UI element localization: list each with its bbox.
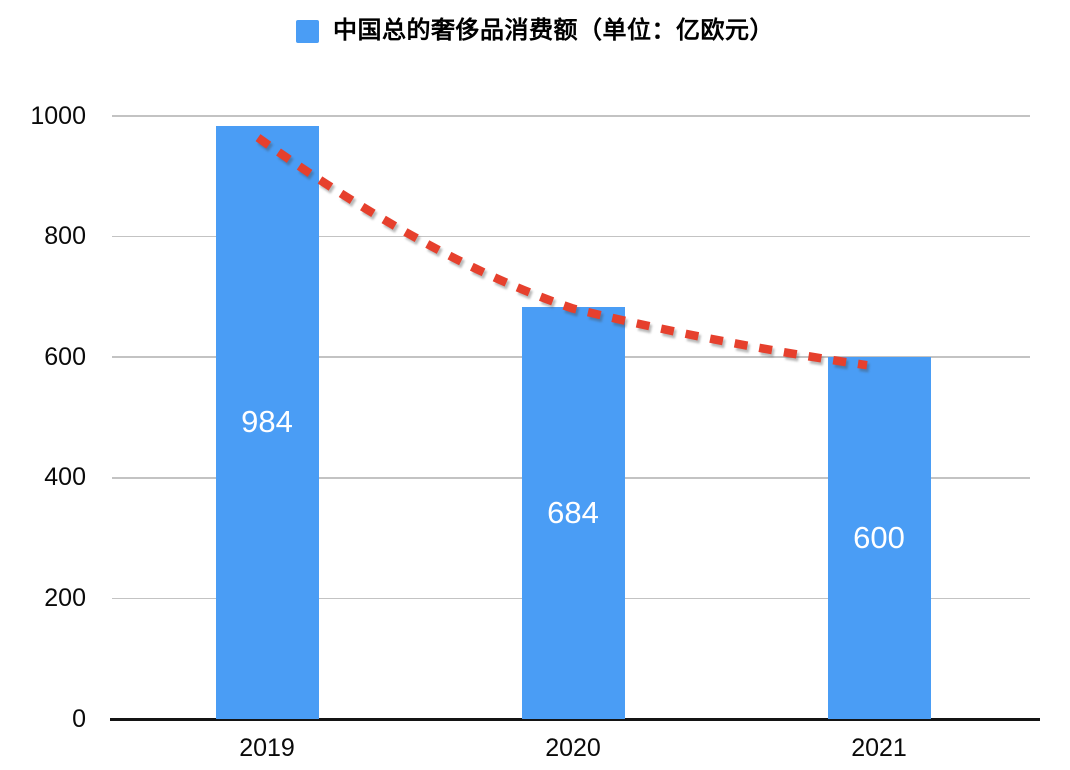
y-axis-tick-600: 600 <box>44 342 86 371</box>
y-axis-tick-200: 200 <box>44 583 86 612</box>
bar-value-label-2019: 984 <box>241 404 293 440</box>
legend-label: 中国总的奢侈品消费额（单位：亿欧元） <box>333 17 774 44</box>
bar-2021 <box>827 357 931 719</box>
y-axis-tick-1000: 1000 <box>30 101 86 130</box>
bar-value-label-2021: 600 <box>853 520 905 556</box>
x-axis-tick-2019: 2019 <box>239 734 295 762</box>
y-axis-tick-400: 400 <box>44 463 86 492</box>
y-axis-tick-0: 0 <box>72 704 86 733</box>
x-axis-tick-2020: 2020 <box>545 734 601 762</box>
bar-value-label-2020: 684 <box>547 494 599 530</box>
bar-2020 <box>521 306 625 719</box>
gridline-1000 <box>112 115 1030 117</box>
y-axis-tick-800: 800 <box>44 222 86 251</box>
x-axis-tick-2021: 2021 <box>851 734 907 762</box>
legend-swatch-icon <box>296 19 319 43</box>
x-axis-line <box>110 717 1040 721</box>
chart-legend: 中国总的奢侈品消费额（单位：亿欧元） <box>0 17 1070 45</box>
